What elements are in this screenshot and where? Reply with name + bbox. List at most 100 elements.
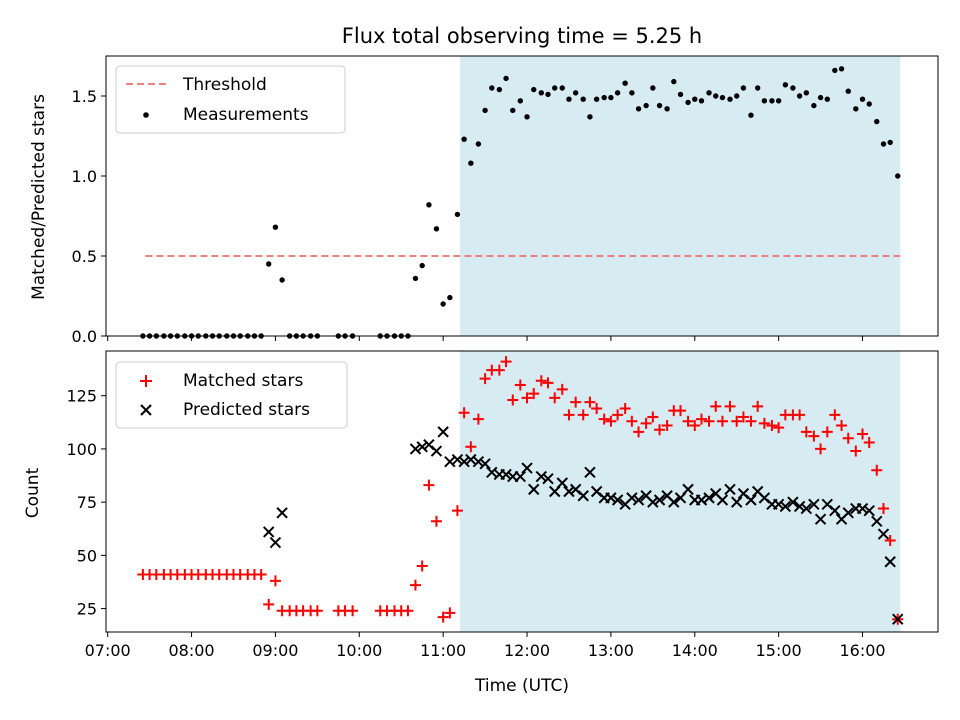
predicted-star-point [563, 485, 575, 498]
measurement-point [440, 301, 446, 307]
matched-star-point [542, 377, 554, 389]
measurement-point [629, 90, 635, 96]
matched-star-point [695, 413, 707, 425]
top-panel: 0.0 0.5 1.0 1.5 Matched/Predicted stars Thr… [29, 55, 939, 346]
matched-star-point [311, 605, 323, 617]
measurement-point [734, 93, 740, 99]
predicted-star-point [632, 494, 645, 506]
matched-star-point [430, 515, 442, 527]
measurement-point [517, 98, 524, 104]
measurement-point [677, 91, 684, 98]
y-tick-label: 125 [66, 387, 97, 406]
measurement-point [272, 224, 279, 230]
chart-title: Flux total observing time = 5.25 h [342, 24, 702, 48]
measurement-point [279, 277, 285, 283]
matched-star-point [269, 575, 281, 587]
measurement-point [468, 160, 474, 166]
matched-star-point [794, 409, 806, 421]
matched-star-point [821, 426, 833, 438]
matched-star-point [465, 441, 477, 453]
legend-predicted-label: Predicted stars [183, 400, 310, 420]
measurement-point [614, 90, 621, 96]
measurement-point [601, 94, 607, 101]
matched-star-point [591, 402, 603, 414]
matched-star-point [563, 409, 575, 421]
matched-star-point [675, 405, 687, 417]
x-tick-label: 11:00 [420, 641, 466, 660]
matched-star-point [598, 413, 610, 425]
matched-star-point [703, 415, 715, 427]
predicted-star-point [653, 494, 666, 506]
x-tick-label: 16:00 [839, 641, 885, 660]
measurement-point [853, 106, 859, 112]
matched-star-point [682, 415, 694, 427]
predicted-star-point [416, 441, 428, 453]
legend-matched-swatch [140, 375, 152, 387]
matched-star-point [871, 464, 883, 476]
predicted-star-point [535, 470, 547, 483]
matched-star-point [416, 560, 428, 572]
predicted-star-point [577, 490, 589, 502]
measurement-point [740, 85, 747, 91]
measurement-point [656, 102, 663, 109]
matched-star-point [633, 426, 645, 438]
measurement-point [748, 112, 754, 118]
measurement-point [671, 78, 677, 85]
measurement-point [643, 102, 649, 109]
predicted-star-point [731, 496, 743, 508]
matched-star-point [857, 428, 869, 440]
legend-predicted-swatch [140, 404, 152, 416]
legend-measurements-swatch [143, 112, 149, 118]
legend-threshold-label: Threshold [182, 75, 267, 95]
matched-star-point [689, 420, 701, 432]
predicted-star-point [863, 504, 875, 517]
y-tick-label: 75 [77, 493, 97, 512]
bottom-plot-frame [105, 350, 939, 633]
measurement-point [538, 90, 544, 96]
predicted-star-point [611, 494, 624, 506]
measurement-point [447, 294, 453, 301]
predicted-star-point [682, 483, 694, 496]
predicted-star-point [856, 502, 869, 515]
predicted-star-point [472, 455, 485, 468]
top-plot-frame [105, 55, 939, 337]
predicted-star-point [842, 507, 854, 519]
matched-star-point [521, 392, 533, 404]
matched-star-point [877, 503, 889, 515]
measurement-point [845, 88, 851, 94]
measurement-point [838, 66, 845, 72]
matched-star-point [731, 415, 743, 427]
bottom-y-axis-label: Count [23, 467, 43, 518]
y-tick-label: 50 [77, 546, 97, 565]
y-tick-label: 100 [66, 440, 97, 459]
predicted-star-point [800, 502, 813, 515]
measurement-point [698, 98, 705, 104]
matched-star-point [773, 422, 785, 434]
measurement-point [496, 86, 503, 93]
measurement-point [503, 75, 509, 82]
y-tick-label: 0.0 [72, 327, 97, 346]
matched-star-point [766, 420, 778, 432]
measurement-point [727, 96, 733, 102]
matched-star-point [479, 373, 491, 385]
matched-star-point [710, 400, 722, 412]
measurement-point [685, 99, 691, 106]
matched-star-point [458, 407, 470, 419]
measurement-point [803, 90, 810, 96]
measurement-point [761, 98, 768, 104]
measurement-point [895, 173, 901, 179]
measurement-point [426, 202, 432, 208]
predicted-star-point [500, 468, 512, 481]
predicted-star-point [528, 483, 540, 496]
predicted-star-point [556, 477, 568, 489]
matched-star-point [493, 364, 505, 376]
matched-star-point [409, 579, 421, 591]
matched-star-point [444, 607, 456, 619]
measurement-point [566, 96, 572, 102]
measurement-point [587, 114, 593, 120]
x-tick-label: 10:00 [336, 641, 382, 660]
matched-star-point [815, 443, 827, 455]
top-y-axis-label: Matched/Predicted stars [29, 94, 49, 300]
predicted-star-point [724, 483, 736, 496]
predicted-star-point [451, 453, 464, 466]
